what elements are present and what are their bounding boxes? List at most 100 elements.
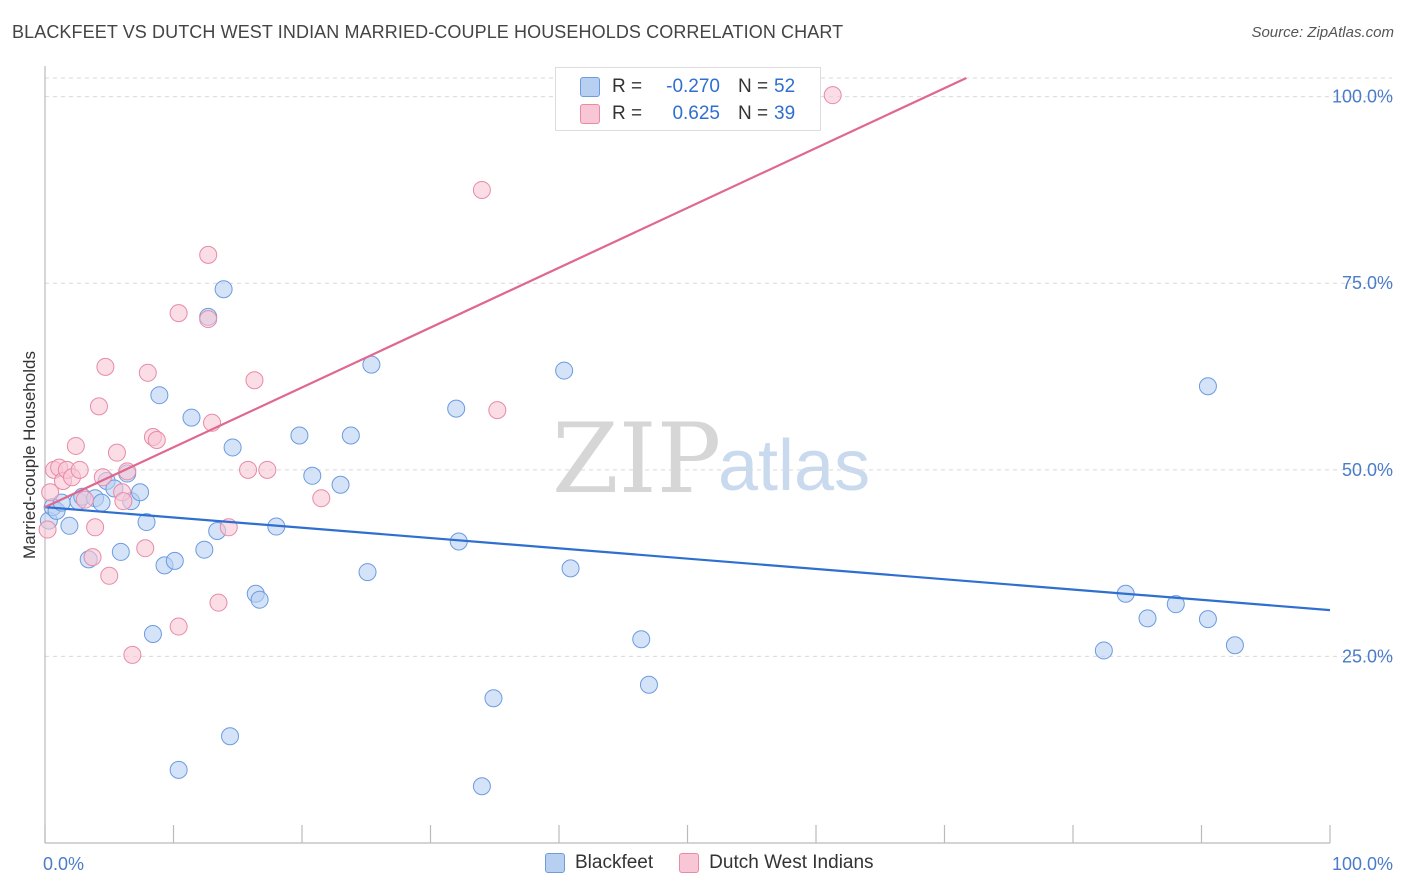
dutch-point — [83, 548, 102, 567]
n-label: N = — [738, 103, 769, 124]
dutch-swatch — [580, 104, 600, 124]
dutch-point — [169, 304, 188, 323]
dutch-point — [136, 539, 155, 558]
y-tick-label: 50.0% — [1342, 460, 1393, 480]
source-label: Source: ZipAtlas.com — [1251, 24, 1394, 41]
dutch-trend-line — [44, 77, 967, 509]
legend-label-blackfeet: Blackfeet — [575, 852, 654, 873]
blackfeet-point — [195, 540, 214, 559]
blackfeet-point — [358, 563, 377, 582]
x-tick-label: 0.0% — [43, 854, 84, 874]
axes — [44, 66, 1331, 844]
blackfeet-point — [1166, 595, 1185, 614]
x-tick-label: 100.0% — [1332, 854, 1393, 874]
blackfeet-point — [221, 727, 240, 746]
dutch-point — [70, 460, 89, 479]
blackfeet-trend-line — [44, 506, 1331, 612]
dutch-point — [258, 460, 277, 479]
n-value: 52 — [774, 76, 796, 97]
blackfeet-point — [555, 361, 574, 380]
blackfeet-point — [632, 630, 651, 649]
blackfeet-point — [60, 516, 79, 535]
dutch-point — [75, 490, 94, 509]
blackfeet-point — [639, 675, 658, 694]
dutch-point — [209, 593, 228, 612]
chart-title: BLACKFEET VS DUTCH WEST INDIAN MARRIED-C… — [12, 22, 844, 42]
blackfeet-point — [182, 408, 201, 427]
blackfeet-point — [331, 475, 350, 494]
legend-label-dutch: Dutch West Indians — [709, 852, 874, 873]
legend-item-blackfeet: Blackfeet — [545, 852, 653, 874]
series-legend: Blackfeet Dutch West Indians — [545, 852, 900, 874]
blackfeet-point — [1138, 609, 1157, 628]
dutch-point — [199, 310, 218, 329]
blackfeet-point — [150, 386, 169, 405]
dutch-point — [823, 86, 842, 105]
y-tick-label: 75.0% — [1342, 273, 1393, 293]
blackfeet-point — [1198, 377, 1217, 396]
blackfeet-point — [143, 625, 162, 644]
dutch-point — [138, 363, 157, 382]
blackfeet-point — [303, 466, 322, 485]
dutch-point — [66, 436, 85, 455]
blackfeet-point — [341, 426, 360, 445]
dutch-point — [96, 357, 115, 376]
blackfeet-point — [561, 559, 580, 578]
dutch-point — [86, 518, 105, 537]
blackfeet-point — [447, 399, 466, 418]
dutch-point — [100, 566, 119, 585]
blackfeet-point — [165, 551, 184, 570]
blackfeet-point — [472, 777, 491, 796]
y-axis-label: Married-couple Households — [20, 351, 39, 559]
dutch-point — [147, 430, 166, 449]
dutch-point — [41, 483, 60, 502]
dutch-swatch — [679, 853, 700, 873]
r-label: R = — [612, 103, 643, 124]
y-tick-label: 25.0% — [1342, 646, 1393, 666]
blackfeet-point — [223, 438, 242, 457]
dutch-point — [38, 520, 57, 539]
dutch-point — [169, 617, 188, 636]
blackfeet-point — [111, 542, 130, 561]
dutch-point — [123, 645, 142, 664]
blackfeet-point — [1094, 641, 1113, 660]
blackfeet-point — [1225, 636, 1244, 655]
blackfeet-point — [131, 483, 150, 502]
dutch-point — [199, 245, 218, 264]
dutch-point — [472, 180, 491, 199]
legend-row-blackfeet: R = -0.270 N = 52 — [580, 74, 795, 100]
legend-row-dutch: R = 0.625 N = 39 — [580, 101, 795, 127]
blackfeet-point — [92, 493, 111, 512]
blackfeet-point — [250, 590, 269, 609]
dutch-point — [239, 460, 258, 479]
r-label: R = — [612, 76, 643, 97]
legend-item-dutch: Dutch West Indians — [679, 852, 874, 874]
watermark-atlas: atlas — [718, 426, 870, 506]
r-value: -0.270 — [666, 76, 720, 97]
dutch-point — [488, 401, 507, 420]
dutch-point — [245, 371, 264, 390]
stats-legend: R = -0.270 N = 52 R = 0.625 N = 39 — [555, 67, 821, 131]
tick-labels: 25.0% 50.0% 75.0% 100.0% 0.0% 100.0% — [43, 87, 1393, 874]
blackfeet-point — [1198, 610, 1217, 629]
dutch-point — [107, 443, 126, 462]
r-value: 0.625 — [672, 103, 720, 124]
n-label: N = — [738, 76, 769, 97]
gridlines — [45, 77, 1392, 657]
blackfeet-point — [290, 426, 309, 445]
dutch-point — [312, 489, 331, 508]
blackfeet-swatch — [580, 77, 600, 97]
y-tick-label: 100.0% — [1332, 87, 1393, 107]
watermark-zip: ZIP — [552, 403, 721, 515]
blackfeet-point — [214, 280, 233, 299]
blackfeet-point — [169, 760, 188, 779]
trend-lines — [44, 77, 1331, 612]
blackfeet-point — [137, 513, 156, 532]
watermark: ZIP atlas — [552, 403, 870, 515]
blackfeet-point — [484, 689, 503, 708]
blackfeet-swatch — [545, 853, 565, 873]
n-value: 39 — [774, 103, 796, 124]
dutch-point — [114, 492, 133, 511]
dutch-point — [89, 397, 108, 416]
